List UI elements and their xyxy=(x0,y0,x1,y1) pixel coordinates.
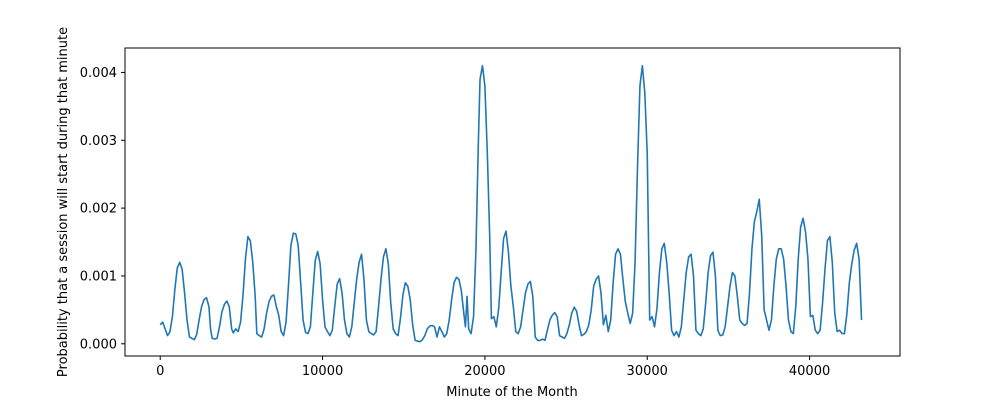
y-tick-label: 0.000 xyxy=(80,337,117,352)
y-tick-label: 0.004 xyxy=(80,66,117,81)
x-tick-label: 20000 xyxy=(464,364,505,379)
y-tick-label: 0.002 xyxy=(80,202,117,217)
x-tick-label: 0 xyxy=(156,364,164,379)
x-tick-label: 30000 xyxy=(627,364,668,379)
y-tick-label: 0.003 xyxy=(80,134,117,149)
y-axis-label: Probability that a session will start du… xyxy=(56,27,71,377)
series-line-0 xyxy=(159,64,863,343)
y-axis: 0.000 0.001 0.002 0.003 0.004 xyxy=(80,66,125,352)
x-tick-label: 40000 xyxy=(789,364,830,379)
x-axis-label: Minute of the Month xyxy=(446,385,577,400)
x-tick-label: 10000 xyxy=(302,364,343,379)
y-tick-label: 0.001 xyxy=(80,269,117,284)
plot-frame xyxy=(124,47,901,357)
x-axis: 0 10000 20000 30000 40000 xyxy=(156,356,830,379)
